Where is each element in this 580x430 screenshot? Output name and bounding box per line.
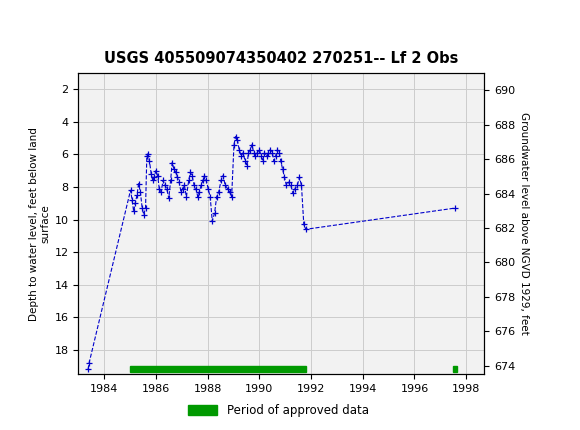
Legend: Period of approved data: Period of approved data (183, 399, 374, 422)
Text: ▓USGS: ▓USGS (6, 12, 69, 36)
Y-axis label: Groundwater level above NGVD 1929, feet: Groundwater level above NGVD 1929, feet (520, 112, 530, 335)
Bar (453, 366, 457, 372)
Title: USGS 405509074350402 270251-- Lf 2 Obs: USGS 405509074350402 270251-- Lf 2 Obs (104, 51, 458, 66)
Y-axis label: Depth to water level, feet below land
surface: Depth to water level, feet below land su… (28, 127, 50, 320)
Bar (130, 366, 306, 372)
